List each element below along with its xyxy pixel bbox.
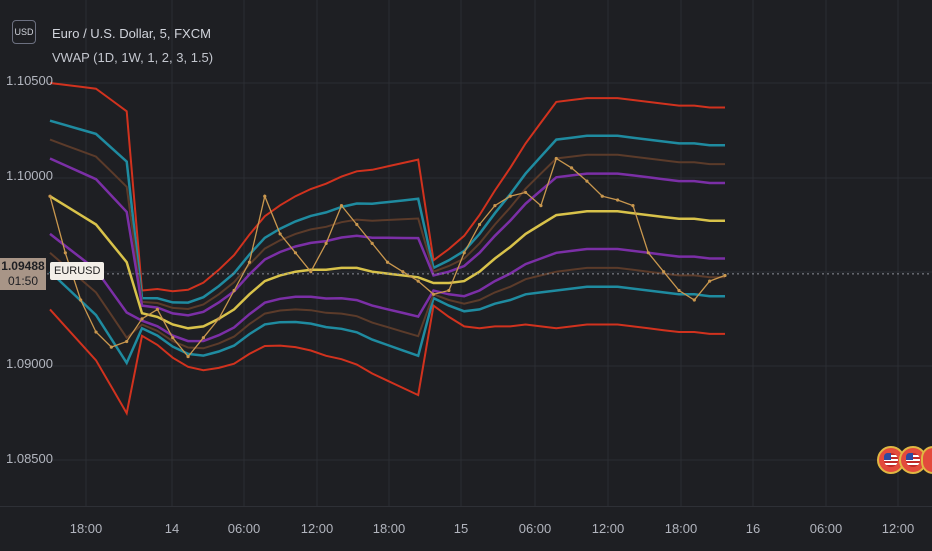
- time-axis-label: 15: [453, 521, 469, 536]
- price-point: [708, 279, 712, 283]
- symbol-tag: EURUSD: [50, 262, 105, 280]
- current-price-tag: 1.09488 01:50: [0, 258, 46, 290]
- price-point: [355, 222, 359, 227]
- price-point: [247, 260, 252, 264]
- time-axis-label: 18:00: [664, 521, 698, 536]
- price-point: [508, 194, 512, 198]
- bar-countdown: 01:50: [7, 274, 39, 288]
- price-point: [109, 345, 113, 349]
- price-point: [293, 251, 298, 255]
- price-axis-label: 1.08500: [6, 451, 53, 466]
- price-point: [339, 204, 344, 208]
- time-axis-label: 06:00: [227, 521, 261, 536]
- price-point: [447, 288, 451, 293]
- time-axis-label: 06:00: [518, 521, 552, 536]
- time-axis-label: 12:00: [300, 521, 334, 536]
- price-point: [125, 339, 129, 344]
- vwap-lower-band: [49, 232, 725, 343]
- price-point: [171, 336, 175, 340]
- time-axis-label: 12:00: [591, 521, 625, 536]
- price-point: [385, 260, 390, 264]
- price-point: [462, 251, 466, 255]
- price-axis-label: 1.09000: [6, 356, 53, 371]
- vwap-lower-band: [49, 252, 725, 350]
- price-point: [692, 298, 696, 302]
- price-point: [186, 354, 190, 359]
- vwap-upper-band: [49, 157, 725, 317]
- price-point: [201, 336, 206, 340]
- price-point: [523, 190, 528, 195]
- price-point: [493, 204, 497, 208]
- chart-plot[interactable]: [0, 0, 932, 506]
- vwap-upper-band: [49, 119, 725, 304]
- price-point: [140, 317, 144, 321]
- price-point: [677, 288, 681, 293]
- vwap-upper-band: [49, 138, 725, 311]
- time-axis-label: 18:00: [372, 521, 406, 536]
- price-point: [79, 298, 83, 302]
- time-axis-label: 12:00: [881, 521, 915, 536]
- price-point: [155, 307, 159, 311]
- vwap-lower-band: [49, 303, 725, 416]
- time-axis-label: 16: [745, 521, 761, 536]
- vwap-upper-band: [49, 82, 725, 293]
- price-point: [631, 204, 635, 208]
- price-point: [401, 270, 405, 274]
- price-point: [646, 251, 650, 255]
- time-axis-label: 06:00: [809, 521, 843, 536]
- price-point: [370, 241, 374, 245]
- time-axis-label: 18:00: [69, 521, 103, 536]
- price-point: [263, 194, 267, 198]
- price-point: [569, 166, 574, 170]
- price-point: [416, 279, 420, 283]
- price-axis-label: 1.10000: [6, 168, 53, 183]
- price-point: [723, 273, 727, 278]
- price-point: [48, 194, 52, 198]
- time-axis[interactable]: 18:00 14 06:00 12:00 18:00 15 06:00 12:0…: [0, 506, 932, 551]
- price-point: [63, 251, 67, 255]
- price-point: [662, 270, 666, 274]
- indicator-legend[interactable]: VWAP (1D, 1W, 1, 2, 3, 1.5): [52, 50, 214, 65]
- price-point: [232, 288, 236, 293]
- price-point: [278, 232, 282, 236]
- price-axis-label: 1.10500: [6, 73, 53, 88]
- current-price: 1.09488: [1, 259, 45, 273]
- price-axis[interactable]: 1.10500 1.10000 1.09000 1.08500: [0, 0, 53, 506]
- price-point: [539, 204, 543, 208]
- price-point: [217, 317, 221, 321]
- price-point: [324, 241, 328, 245]
- price-point: [616, 198, 620, 202]
- price-point: [600, 194, 604, 198]
- price-point: [309, 270, 313, 274]
- price-point: [554, 156, 558, 161]
- price-point: [431, 292, 436, 296]
- price-point: [585, 179, 589, 183]
- time-axis-label: 14: [164, 521, 180, 536]
- price-point: [94, 330, 98, 334]
- price-point: [477, 222, 482, 227]
- symbol-legend-title: Euro / U.S. Dollar, 5, FXCM: [52, 26, 211, 41]
- vwap-lower-band: [49, 270, 725, 366]
- currency-badge[interactable]: USD: [12, 20, 36, 44]
